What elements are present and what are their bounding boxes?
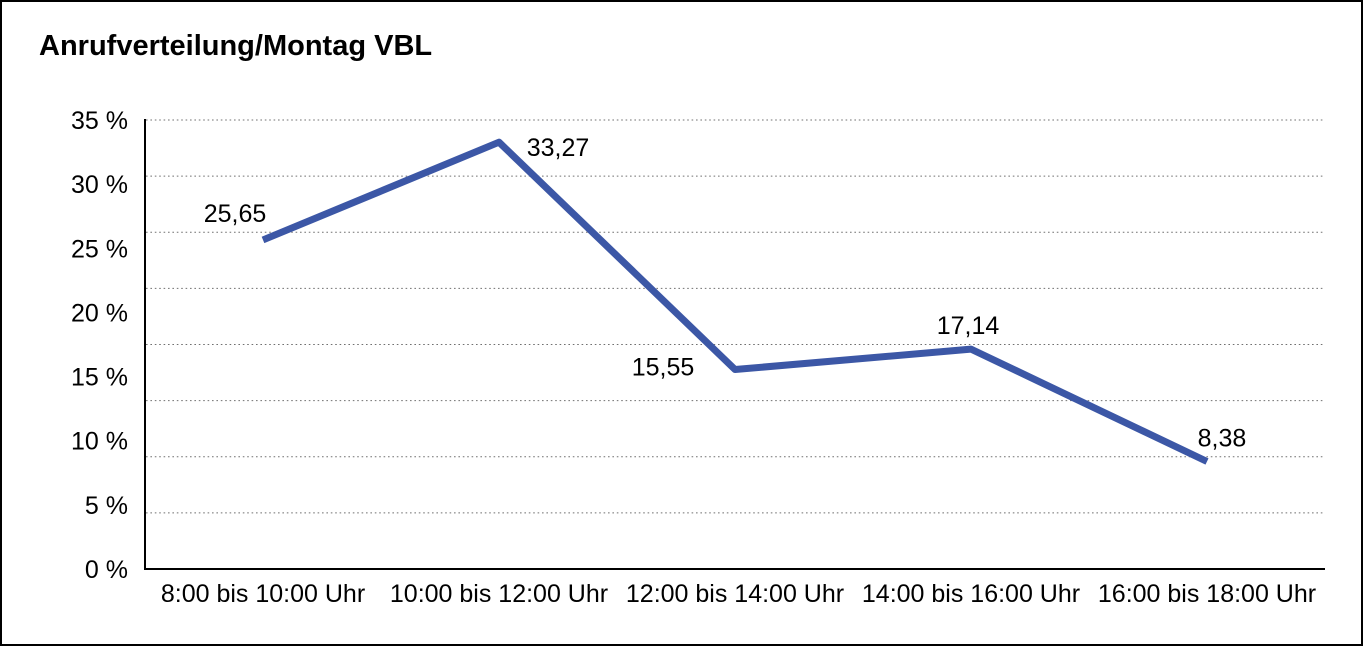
- y-tick-label: 10 %: [71, 428, 128, 456]
- data-point-label: 33,27: [527, 134, 590, 162]
- data-point-label: 25,65: [204, 200, 267, 228]
- x-tick-label: 16:00 bis 18:00 Uhr: [1098, 580, 1316, 608]
- chart-title: Anrufverteilung/Montag VBL: [39, 30, 433, 62]
- y-tick-label: 20 %: [71, 299, 128, 327]
- y-tick-label: 25 %: [71, 235, 128, 263]
- data-point-label: 8,38: [1198, 424, 1247, 452]
- y-tick-label: 30 %: [71, 171, 128, 199]
- x-tick-label: 12:00 bis 14:00 Uhr: [626, 580, 844, 608]
- x-tick-label: 10:00 bis 12:00 Uhr: [390, 580, 608, 608]
- y-tick-label: 35 %: [71, 107, 128, 135]
- y-tick-label: 0 %: [85, 556, 128, 584]
- y-tick-label: 5 %: [85, 492, 128, 520]
- x-tick-label: 14:00 bis 16:00 Uhr: [862, 580, 1080, 608]
- x-tick-label: 8:00 bis 10:00 Uhr: [161, 580, 365, 608]
- y-tick-label: 15 %: [71, 364, 128, 392]
- series-line: [261, 138, 1209, 465]
- data-point-label: 15,55: [632, 354, 695, 382]
- data-point-label: 17,14: [937, 312, 1000, 340]
